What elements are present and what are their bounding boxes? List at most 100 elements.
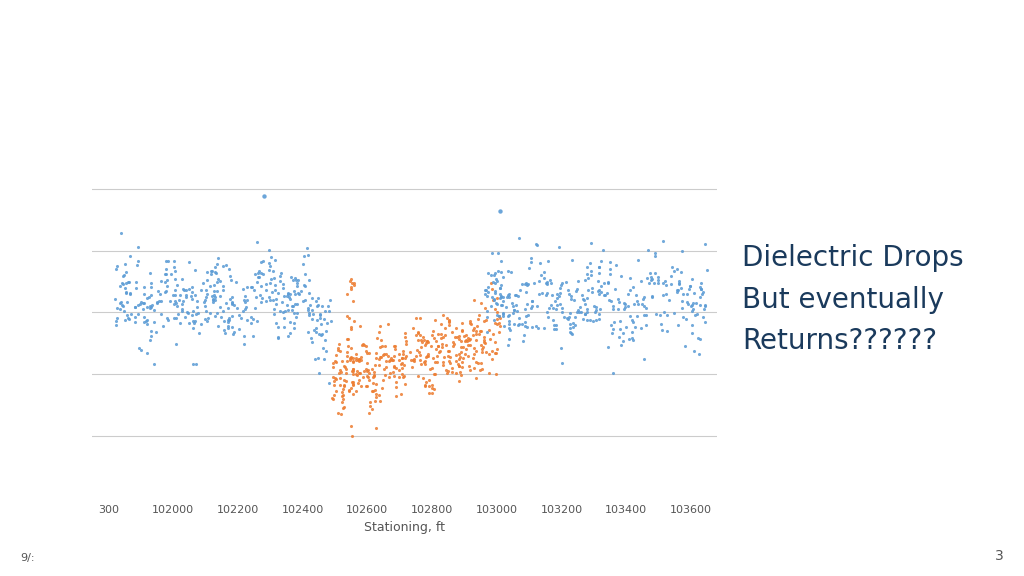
Point bbox=[449, 332, 465, 341]
Point bbox=[385, 355, 401, 365]
Point bbox=[393, 363, 410, 372]
Point bbox=[603, 321, 620, 330]
Point bbox=[565, 319, 582, 328]
Point bbox=[488, 314, 505, 323]
Point bbox=[145, 317, 162, 327]
Point bbox=[419, 336, 435, 346]
Point bbox=[523, 304, 540, 313]
Point bbox=[430, 342, 446, 351]
Point bbox=[175, 284, 191, 293]
Point bbox=[339, 312, 355, 321]
Point bbox=[434, 357, 451, 366]
Point bbox=[273, 297, 290, 306]
Point bbox=[479, 268, 496, 278]
Point bbox=[303, 334, 319, 343]
Point bbox=[311, 369, 328, 378]
Point bbox=[430, 329, 446, 338]
Point bbox=[490, 327, 507, 336]
Point bbox=[141, 268, 158, 277]
Point bbox=[318, 319, 335, 328]
Point bbox=[451, 359, 467, 369]
Point bbox=[204, 291, 220, 300]
Point bbox=[551, 242, 567, 252]
Point bbox=[437, 365, 454, 374]
Point bbox=[348, 386, 365, 396]
Point bbox=[147, 327, 164, 336]
Point bbox=[473, 327, 489, 336]
Point bbox=[426, 357, 442, 366]
Point bbox=[122, 288, 138, 297]
Point bbox=[638, 320, 654, 329]
Point bbox=[300, 304, 316, 313]
Point bbox=[213, 312, 229, 321]
Point bbox=[327, 357, 343, 366]
Point bbox=[308, 323, 325, 332]
Point bbox=[372, 343, 388, 352]
Point bbox=[466, 363, 482, 372]
Point bbox=[184, 287, 201, 297]
Point bbox=[207, 262, 223, 271]
Point bbox=[475, 338, 492, 347]
Point bbox=[537, 267, 553, 276]
Point bbox=[374, 384, 390, 393]
Point bbox=[640, 278, 656, 287]
Point bbox=[629, 311, 645, 320]
Point bbox=[580, 286, 596, 295]
Point bbox=[667, 267, 683, 276]
Point bbox=[591, 268, 607, 278]
Point bbox=[596, 290, 612, 300]
Point bbox=[501, 289, 517, 298]
Point bbox=[433, 342, 450, 351]
Point bbox=[360, 369, 377, 378]
Point bbox=[407, 355, 423, 364]
Point bbox=[675, 289, 691, 298]
Point bbox=[622, 312, 638, 321]
Point bbox=[251, 267, 267, 276]
Point bbox=[413, 335, 429, 344]
Point bbox=[183, 310, 200, 319]
Point bbox=[304, 315, 321, 324]
Point bbox=[673, 283, 689, 293]
Point bbox=[416, 335, 432, 344]
Point bbox=[304, 305, 321, 314]
Point bbox=[495, 309, 511, 318]
Point bbox=[489, 276, 506, 286]
Point bbox=[600, 343, 616, 352]
Point bbox=[638, 310, 654, 319]
Point bbox=[118, 287, 134, 297]
Point bbox=[602, 257, 618, 267]
Point bbox=[359, 367, 376, 376]
Point bbox=[138, 320, 155, 329]
Point bbox=[349, 366, 366, 375]
Point bbox=[216, 317, 232, 326]
Point bbox=[343, 274, 359, 283]
Point bbox=[524, 296, 541, 305]
Point bbox=[267, 285, 284, 294]
Point bbox=[505, 301, 521, 310]
Point bbox=[582, 258, 598, 267]
Point bbox=[227, 277, 244, 286]
Point bbox=[477, 286, 494, 295]
Point bbox=[476, 317, 493, 326]
Point bbox=[679, 289, 695, 298]
Point bbox=[539, 289, 555, 298]
Point bbox=[275, 322, 292, 331]
Point bbox=[358, 359, 375, 368]
Point bbox=[513, 279, 529, 289]
Point bbox=[696, 239, 713, 248]
Point bbox=[351, 356, 368, 365]
Point bbox=[431, 347, 447, 357]
Point bbox=[465, 353, 481, 362]
Point bbox=[541, 303, 557, 312]
Point bbox=[380, 320, 396, 329]
Point bbox=[548, 320, 564, 329]
Point bbox=[173, 304, 189, 313]
Point bbox=[361, 397, 378, 407]
Point bbox=[696, 305, 713, 314]
Point bbox=[159, 313, 175, 323]
Point bbox=[531, 289, 548, 298]
Point bbox=[451, 361, 467, 370]
Point bbox=[209, 286, 225, 295]
Point bbox=[443, 363, 460, 373]
Point bbox=[366, 386, 382, 395]
